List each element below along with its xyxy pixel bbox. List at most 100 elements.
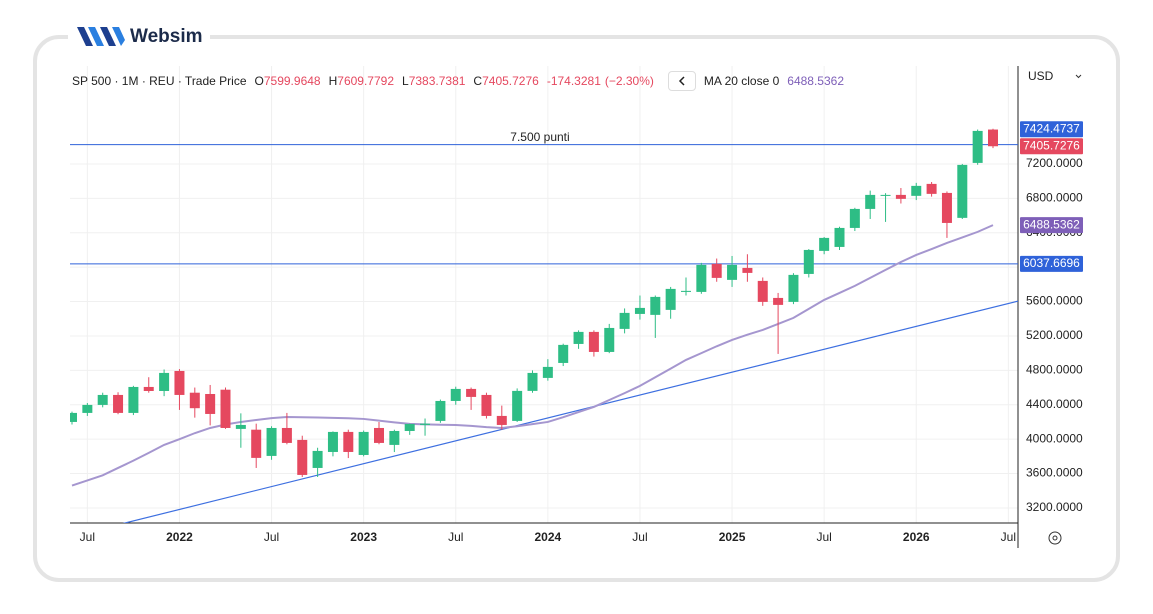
y-tick-label: 5200.0000	[1026, 328, 1083, 342]
candle-body	[773, 297, 784, 305]
candle-body	[634, 307, 645, 314]
candle-body	[834, 227, 845, 247]
change-pct: (−2.30%)	[604, 74, 654, 88]
x-tick-label: 2023	[350, 530, 377, 544]
price-badge	[1020, 121, 1083, 138]
candle-body	[619, 312, 630, 329]
legend-header: SP 500 · 1M · REU · Trade Price O 7599.96…	[72, 71, 845, 91]
collapse-button[interactable]	[667, 71, 696, 91]
candle-body	[113, 394, 124, 413]
candle-body	[374, 427, 384, 443]
candle-body	[696, 264, 707, 292]
price-badge	[1020, 217, 1083, 234]
candle-body	[665, 288, 676, 310]
candle-body	[957, 164, 968, 218]
y-tick-label: 4800.0000	[1026, 363, 1083, 377]
candle-body	[251, 429, 262, 458]
candle-body	[681, 290, 691, 292]
candle-body	[880, 194, 891, 196]
y-tick-label: 3600.0000	[1026, 466, 1083, 480]
brand: Websim	[130, 26, 203, 47]
candle-body	[941, 192, 952, 223]
y-tick-label: 4400.0000	[1026, 397, 1083, 411]
candle-body	[159, 372, 170, 391]
candle-body	[895, 194, 906, 199]
candle-body	[205, 393, 216, 414]
ma-name: MA 20 close 0	[703, 74, 780, 88]
logo-bg	[68, 18, 210, 52]
candle-body	[911, 185, 922, 196]
candle-body	[972, 130, 983, 163]
x-tick-label: Jul	[1001, 530, 1016, 544]
candle-body	[573, 331, 584, 344]
x-tick-label: Jul	[448, 530, 463, 544]
candle-body	[466, 388, 477, 397]
open-value: 7599.9648	[263, 74, 321, 88]
price-badge-label: 7424.4737	[1023, 121, 1080, 135]
candle-body	[70, 412, 77, 422]
candle-body	[542, 366, 553, 378]
price-badge-label: 6037.6696	[1023, 256, 1080, 270]
candle-body	[82, 404, 93, 413]
candle-body	[404, 423, 415, 431]
price-badge	[1020, 138, 1083, 155]
logo-icon	[77, 27, 125, 46]
candle-body	[174, 370, 185, 395]
x-tick-label: Jul	[816, 530, 831, 544]
horizontal-line-label: 7.500 punti	[510, 130, 569, 144]
candle-body	[865, 194, 876, 209]
high-value: 7609.7792	[337, 74, 394, 88]
candle-body	[220, 389, 231, 428]
candle-body	[512, 390, 523, 421]
candle-body	[788, 274, 799, 302]
frame	[33, 35, 1120, 582]
candle-body	[266, 427, 277, 456]
candle-body	[327, 431, 338, 452]
candle-body	[189, 392, 200, 409]
candle-body	[358, 431, 369, 455]
x-tick-label: 2026	[903, 530, 930, 544]
candle-body	[727, 264, 738, 280]
y-tick-label: 5600.0000	[1026, 294, 1083, 308]
currency-chevron[interactable]	[1075, 74, 1082, 79]
reset-icon[interactable]	[1048, 531, 1062, 545]
x-tick-label: Jul	[80, 530, 95, 544]
candle-body	[420, 423, 431, 425]
close-value: 7405.7276	[482, 74, 539, 88]
price-badge	[1020, 255, 1083, 272]
high-label: H	[328, 74, 338, 88]
candle-body	[281, 427, 292, 443]
x-tick-label: Jul	[264, 530, 279, 544]
x-tick-label: 2025	[719, 530, 746, 544]
candle-body	[711, 263, 722, 278]
candle-body	[389, 430, 400, 445]
candle-body	[435, 400, 446, 421]
candle-body	[588, 331, 599, 352]
candle-body	[343, 431, 354, 452]
symbol: SP 500 · 1M · REU · Trade Price	[72, 74, 247, 88]
currency: USD	[1028, 69, 1054, 83]
y-tick-label: 4000.0000	[1026, 431, 1083, 445]
candle-body	[757, 280, 768, 302]
candle-body	[128, 386, 139, 413]
candle-body	[604, 327, 615, 352]
x-tick-label: 2022	[166, 530, 193, 544]
x-tick-label: 2024	[534, 530, 561, 544]
ma-value: 6488.5362	[787, 74, 845, 88]
y-tick-label: 6800.0000	[1026, 191, 1083, 205]
price-badge-label: 7405.7276	[1023, 138, 1080, 152]
candle-body	[312, 450, 323, 468]
plot-area	[70, 128, 1018, 523]
low-value: 7383.7381	[408, 74, 466, 88]
candle-body	[742, 267, 753, 273]
open-label: O	[254, 74, 264, 88]
candle-body	[988, 129, 998, 147]
candle-body	[849, 208, 860, 228]
candle-body	[819, 237, 830, 251]
price-badge-label: 6488.5362	[1023, 217, 1080, 231]
candle-body	[481, 394, 492, 416]
y-tick-label: 3200.0000	[1026, 500, 1083, 514]
candle-body	[97, 394, 108, 405]
candle-body	[803, 249, 814, 274]
